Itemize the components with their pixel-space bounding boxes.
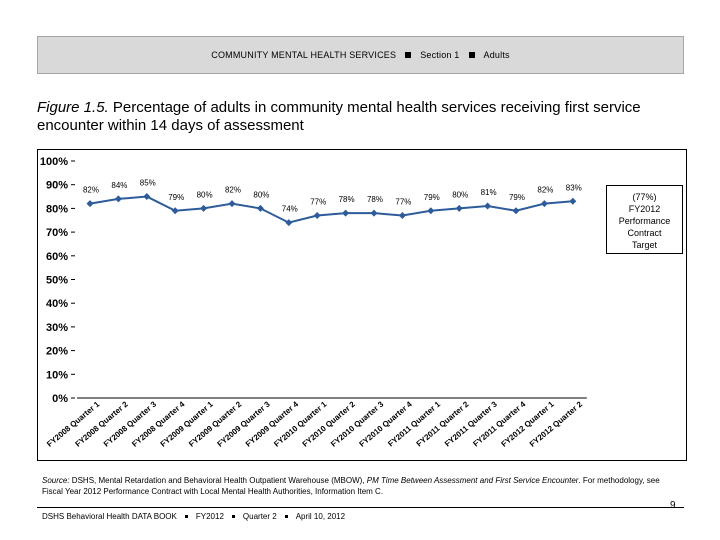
data-label: 80% xyxy=(197,190,213,199)
data-point xyxy=(540,200,548,208)
bullet-icon xyxy=(284,515,288,518)
target-value: (77%) xyxy=(632,192,657,202)
x-tick-label: FY2012 Quarter 2 xyxy=(528,399,585,449)
data-label: 74% xyxy=(282,205,298,214)
data-label: 80% xyxy=(253,190,269,199)
data-point xyxy=(143,193,151,201)
footer-book: DSHS Behavioral Health DATA BOOK xyxy=(42,512,177,521)
data-label: 84% xyxy=(111,181,127,190)
data-point xyxy=(569,197,577,205)
source-italic: PM Time Between Assessment and First Ser… xyxy=(366,476,579,485)
target-line-1: Performance xyxy=(618,216,671,226)
chart-frame xyxy=(37,149,687,461)
target-legend-box: (77%) FY2012 Performance Contract Target xyxy=(606,185,683,254)
source-text: DSHS, Mental Retardation and Behavioral … xyxy=(69,476,367,485)
figure-label: Figure 1.5. xyxy=(37,99,109,116)
y-tick-label: 100% xyxy=(40,156,68,168)
data-point xyxy=(313,212,321,220)
data-label: 85% xyxy=(140,179,156,188)
data-point xyxy=(200,204,208,212)
data-point xyxy=(342,209,350,217)
data-label: 80% xyxy=(452,190,468,199)
target-line-2: Contract xyxy=(627,228,662,238)
header-section: Section 1 xyxy=(420,50,460,60)
data-label: 82% xyxy=(537,186,553,195)
data-label: 79% xyxy=(424,193,440,202)
page-number: 9 xyxy=(670,500,676,511)
y-tick-label: 50% xyxy=(46,275,68,287)
data-label: 83% xyxy=(566,183,582,192)
y-tick-label: 70% xyxy=(46,227,68,239)
square-bullet-icon xyxy=(405,52,412,58)
data-point xyxy=(484,202,492,210)
data-point xyxy=(285,219,293,227)
data-label: 77% xyxy=(395,198,411,207)
footer-year: FY2012 xyxy=(195,512,224,521)
data-point xyxy=(398,212,406,220)
data-label: 78% xyxy=(367,195,383,204)
footer-rule xyxy=(37,507,684,508)
data-point xyxy=(228,200,236,208)
data-point xyxy=(86,200,94,208)
data-point xyxy=(455,204,463,212)
y-tick-label: 0% xyxy=(52,393,68,405)
data-label: 81% xyxy=(481,188,497,197)
footer-quarter: Quarter 2 xyxy=(242,512,277,521)
source-text-2: . For methodology, see Fiscal Year 2012 … xyxy=(42,476,660,496)
data-point xyxy=(370,209,378,217)
y-tick-label: 30% xyxy=(46,322,68,334)
footer-date: April 10, 2012 xyxy=(295,512,346,521)
header-population: Adults xyxy=(483,50,510,60)
target-year: FY2012 xyxy=(628,204,661,214)
target-line-3: Target xyxy=(631,240,657,250)
square-bullet-icon xyxy=(468,52,475,58)
y-tick-label: 40% xyxy=(46,298,68,310)
data-point xyxy=(512,207,520,215)
data-label: 78% xyxy=(339,195,355,204)
y-tick-label: 90% xyxy=(46,180,68,192)
data-label: 79% xyxy=(509,193,525,202)
y-tick-label: 60% xyxy=(46,251,68,263)
data-point xyxy=(114,195,122,203)
data-point xyxy=(256,204,264,212)
figure-title-text: Percentage of adults in community mental… xyxy=(37,99,641,134)
header-title: COMMUNITY MENTAL HEALTH SERVICES xyxy=(211,50,397,60)
footer: DSHS Behavioral Health DATA BOOK FY2012 … xyxy=(42,512,345,521)
bullet-icon xyxy=(231,515,235,518)
figure-title: Figure 1.5. Percentage of adults in comm… xyxy=(37,99,687,135)
header-bar: COMMUNITY MENTAL HEALTH SERVICES Section… xyxy=(37,36,684,74)
y-tick-label: 80% xyxy=(46,203,68,215)
data-point xyxy=(171,207,179,215)
data-label: 82% xyxy=(83,186,99,195)
bullet-icon xyxy=(184,515,188,518)
y-tick-label: 20% xyxy=(46,346,68,358)
data-label: 82% xyxy=(225,186,241,195)
line-chart: 0%10%20%30%40%50%60%70%80%90%100%FY2008 … xyxy=(40,156,587,449)
source-note: Source: DSHS, Mental Retardation and Beh… xyxy=(42,475,682,497)
data-label: 77% xyxy=(310,198,326,207)
y-tick-label: 10% xyxy=(46,369,68,381)
series-line xyxy=(89,195,573,224)
source-prefix: Source: xyxy=(42,476,70,485)
data-label: 79% xyxy=(168,193,184,202)
data-point xyxy=(427,207,435,215)
